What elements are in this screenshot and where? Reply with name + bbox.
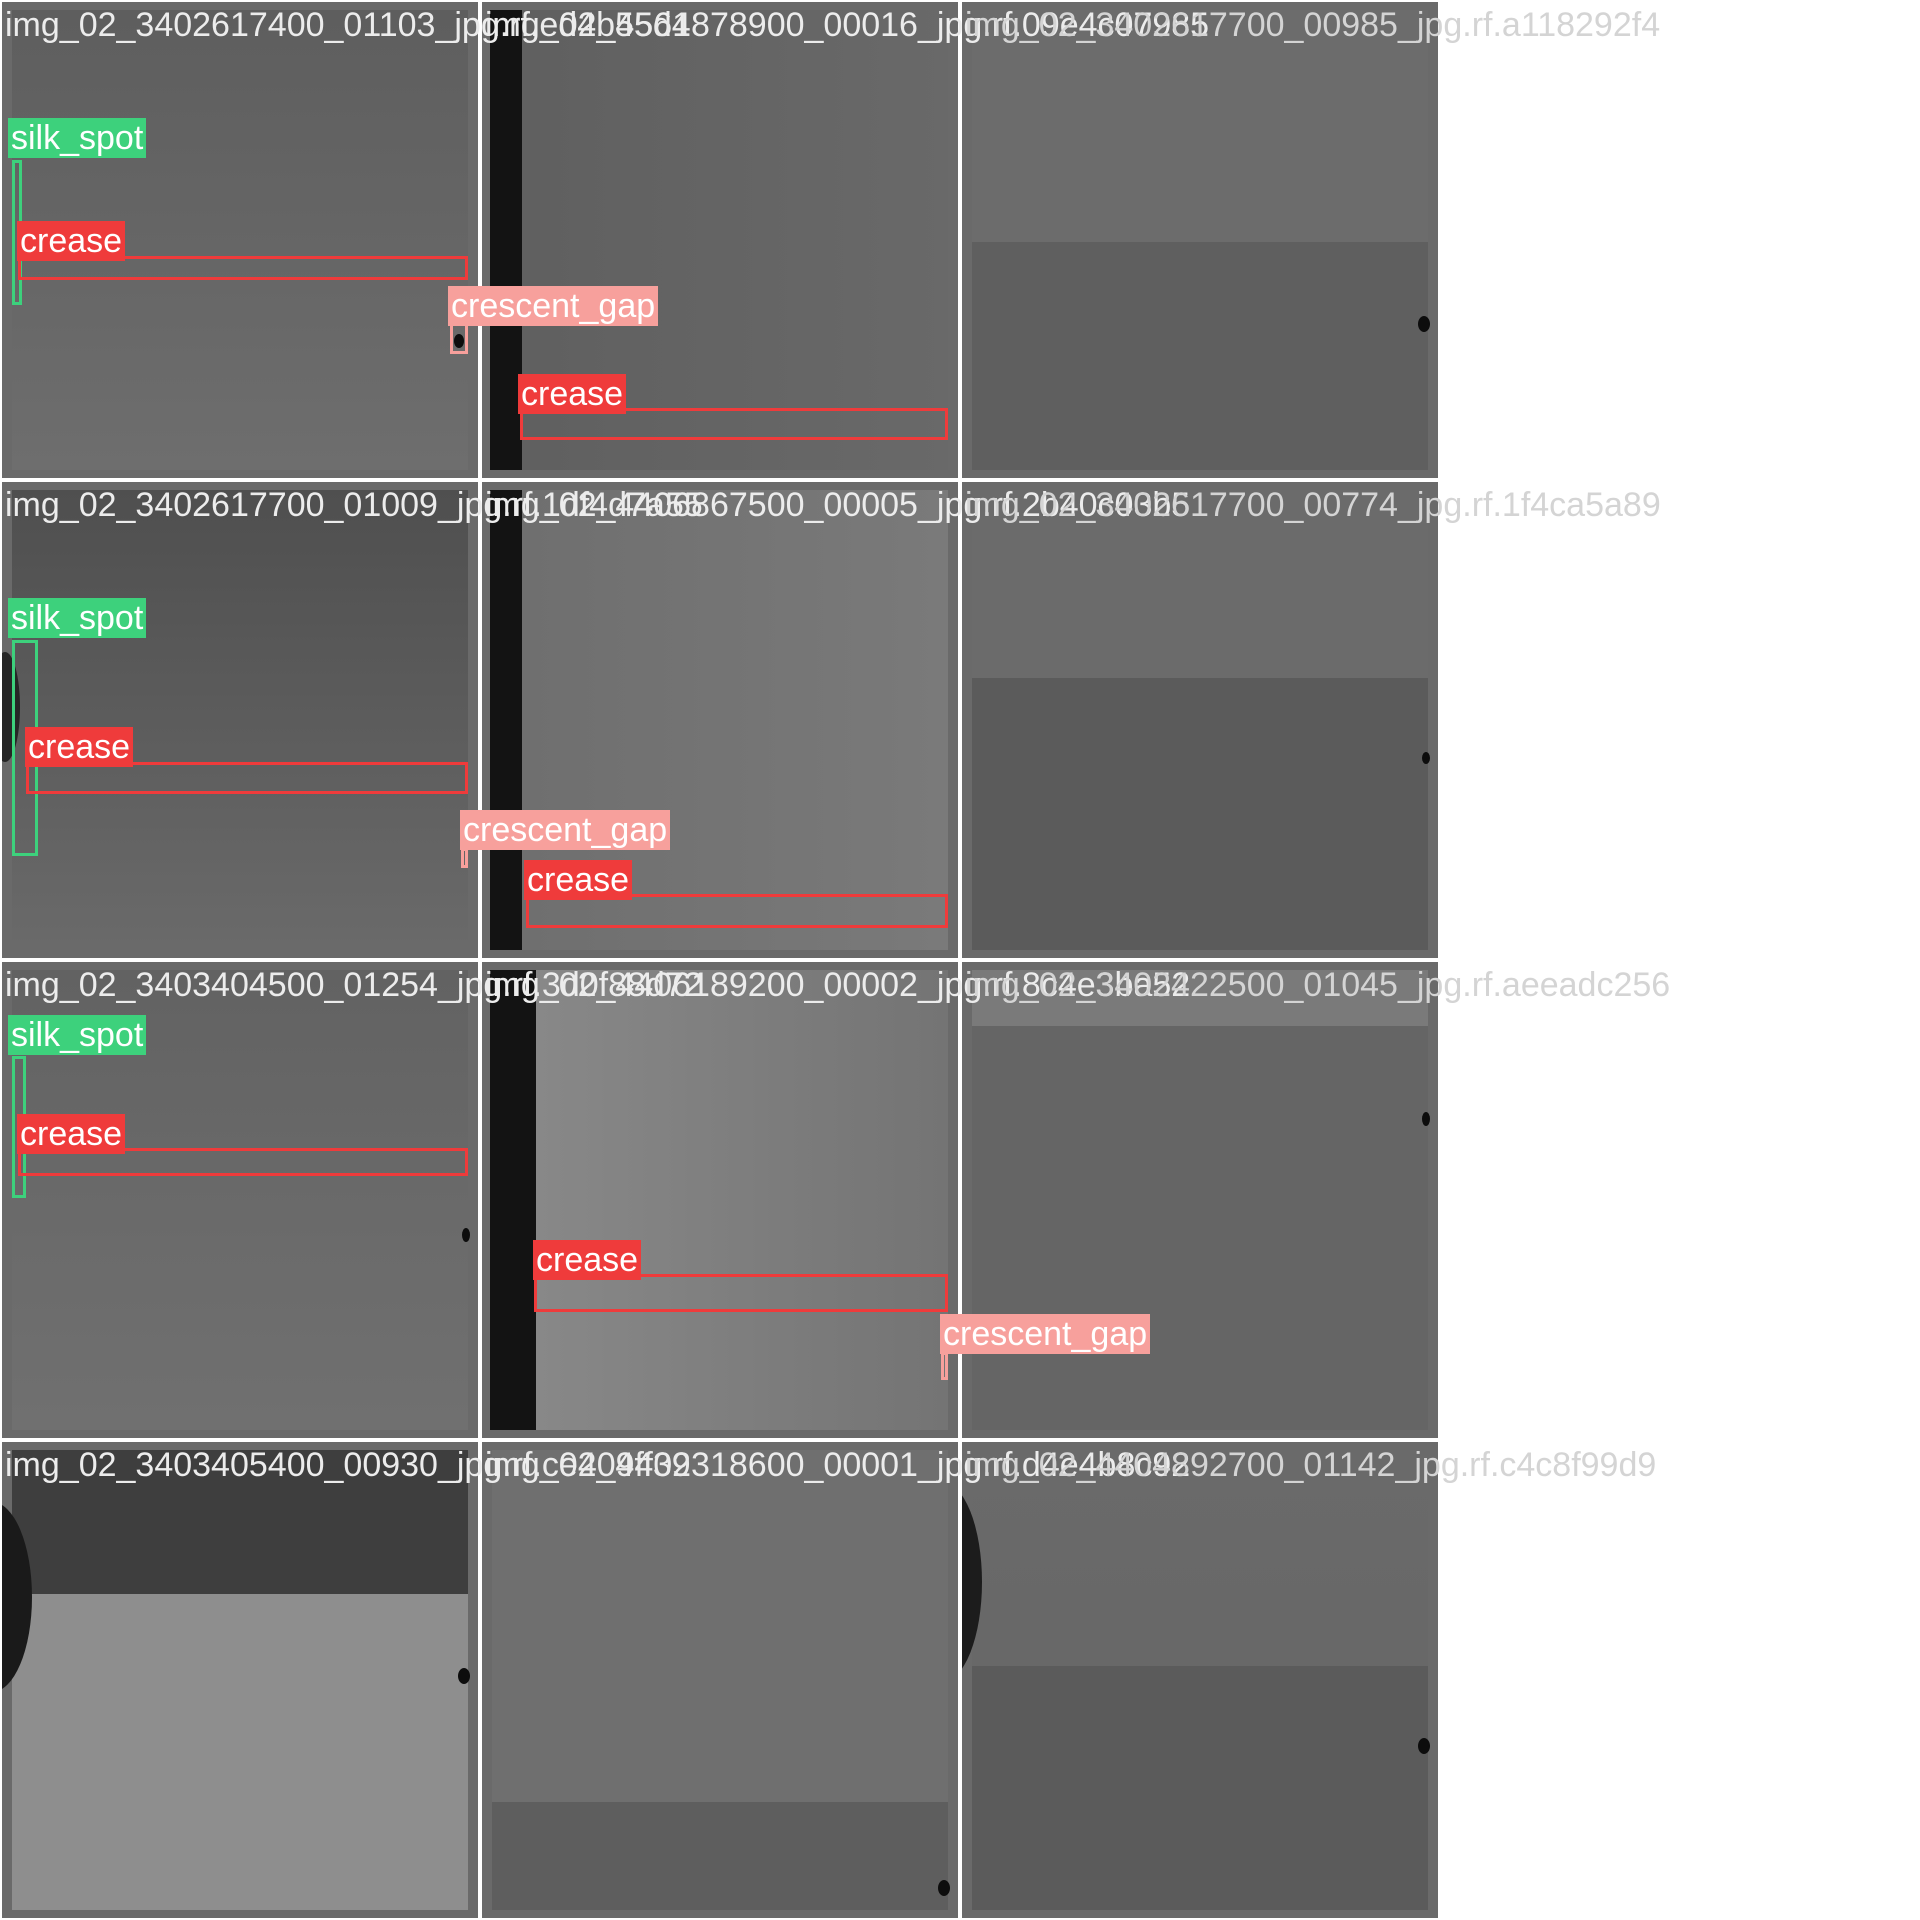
grid-tile [482, 962, 958, 1438]
crease-label: crease [25, 727, 134, 767]
grid-tile [962, 962, 1438, 1438]
crease-label: crease [17, 1114, 126, 1154]
sample-image [972, 970, 1428, 1430]
grid-tile [962, 482, 1438, 958]
crescent-gap-box [941, 1352, 948, 1380]
lower-panel [492, 1802, 948, 1910]
crease-label: crease [518, 374, 627, 414]
grid-tile [2, 1442, 478, 1918]
crease-label: crease [533, 1240, 642, 1280]
grid-tile [482, 1442, 958, 1918]
grid-tile [962, 1442, 1438, 1918]
silk-spot-label: silk_spot [8, 1015, 147, 1055]
crease-box [526, 894, 948, 928]
crease-box [26, 762, 468, 794]
crease-label: crease [17, 221, 126, 261]
grid-tile [2, 482, 478, 958]
edge-hole [1422, 752, 1430, 764]
crease-box [534, 1274, 948, 1312]
edge-hole [458, 1668, 470, 1684]
edge-hole [1418, 316, 1430, 332]
silk-spot-label: silk_spot [8, 598, 147, 638]
edge-hole [454, 334, 464, 348]
upper-panel [972, 970, 1428, 1026]
crescent-gap-label: crescent_gap [940, 1314, 1151, 1354]
dark-edge-strip [490, 490, 522, 950]
upper-panel [12, 1450, 468, 1594]
sample-image [492, 970, 948, 1430]
crease-box [18, 1148, 468, 1176]
crease-box [18, 256, 468, 280]
sample-image [12, 490, 468, 950]
crease-label: crease [524, 860, 633, 900]
dark-edge-strip [490, 10, 522, 470]
grid-tile [482, 482, 958, 958]
crescent-gap-box [461, 848, 468, 868]
lower-panel [972, 242, 1428, 470]
edge-hole [938, 1880, 950, 1896]
lower-panel [972, 1666, 1428, 1910]
crease-box [520, 408, 948, 440]
lower-panel [972, 678, 1428, 950]
edge-hole [1418, 1738, 1430, 1754]
edge-crescent [2, 652, 20, 762]
crescent-gap-label: crescent_gap [448, 286, 659, 326]
grid-tile [2, 2, 478, 478]
dark-edge-strip [490, 970, 536, 1430]
grid-tile [962, 2, 1438, 478]
edge-hole [1422, 1112, 1430, 1126]
edge-hole [462, 1228, 470, 1242]
crescent-gap-label: crescent_gap [460, 810, 671, 850]
silk-spot-label: silk_spot [8, 118, 147, 158]
